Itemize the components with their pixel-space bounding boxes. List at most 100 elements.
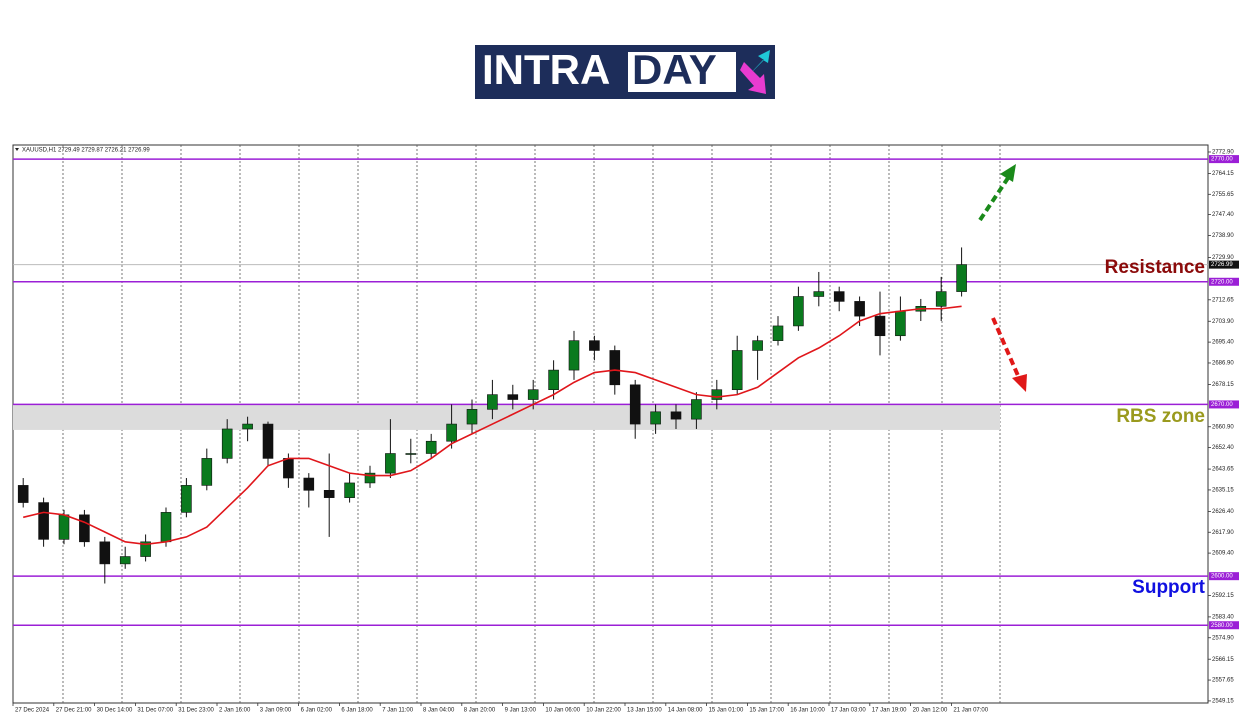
candle-body [874, 315, 886, 337]
level-label-box [1209, 400, 1239, 409]
y-tick-label: 2566.15 [1212, 657, 1234, 663]
x-tick-label: 6 Jan 02:00 [301, 708, 333, 714]
y-tick-label: 2695.40 [1212, 340, 1234, 346]
candle-body [487, 394, 498, 410]
current-price-box [1209, 260, 1239, 269]
candle-body [405, 453, 417, 455]
candle-body [813, 291, 825, 297]
logo-left: INTRA [482, 46, 610, 93]
y-tick-label: 2652.40 [1212, 445, 1234, 451]
arrow-up-head [1000, 164, 1016, 182]
candle-body [58, 514, 70, 540]
x-tick-label: 15 Jan 01:00 [709, 708, 744, 714]
annotation: Resistance [1105, 257, 1205, 278]
x-tick-label: 30 Dec 14:00 [97, 708, 133, 714]
candle-body [303, 477, 315, 491]
candle-body [425, 440, 437, 454]
candle-body [752, 340, 763, 351]
candle-body [629, 384, 641, 425]
y-tick-label: 2626.40 [1212, 509, 1234, 515]
y-tick-label: 2678.15 [1212, 382, 1234, 388]
y-tick-label: 2729.90 [1212, 255, 1234, 261]
candle-body [670, 411, 682, 420]
x-tick-label: 3 Jan 09:00 [260, 708, 292, 714]
candle-body [772, 325, 784, 341]
arrow-down-head [1012, 374, 1027, 392]
y-tick-label: 2755.65 [1212, 192, 1234, 198]
y-tick-label: 2686.90 [1212, 361, 1234, 367]
candle-body [140, 541, 151, 557]
x-tick-label: 17 Jan 03:00 [831, 708, 866, 714]
x-tick-label: 10 Jan 22:00 [586, 708, 621, 714]
candle-body [589, 340, 600, 351]
candle-body [221, 428, 233, 459]
x-tick-label: 8 Jan 04:00 [423, 708, 455, 714]
candle-body [691, 399, 702, 420]
logo: INTRA DAY [475, 45, 775, 99]
candle-body [262, 423, 274, 459]
y-tick-label: 2583.40 [1212, 614, 1234, 620]
arrow-down [991, 317, 1021, 379]
y-tick-label: 2643.65 [1212, 467, 1234, 473]
candle-body [854, 301, 865, 317]
logo-arrow-up [742, 50, 770, 82]
logo-box [628, 52, 736, 92]
level-label-box [1209, 277, 1239, 286]
candle-body [466, 409, 478, 425]
x-tick-label: 2 Jan 16:00 [219, 708, 251, 714]
candle-body [527, 389, 539, 400]
arrows [978, 164, 1027, 392]
candle-body [323, 490, 335, 498]
x-tick-label: 7 Jan 11:00 [382, 708, 414, 714]
y-tick-label: 2703.90 [1212, 319, 1234, 325]
candle-body [935, 291, 947, 307]
chart-title: XAUUSD,H1 2729.49 2729.87 2726.21 2726.9… [22, 148, 150, 154]
level-label: 2600.00 [1211, 574, 1233, 580]
level-label: 2770.00 [1211, 157, 1233, 163]
x-tick-label: 16 Jan 10:00 [790, 708, 825, 714]
plot: 2772.90 2764.15 2755.65 2747.40 2738.90 2729.… [12, 145, 1239, 714]
logo-arrow-down [740, 62, 766, 94]
annotation: RBS zone [1116, 406, 1205, 427]
x-tick-label: 15 Jan 17:00 [749, 708, 784, 714]
candle-body [507, 394, 519, 400]
candle-body [895, 310, 906, 337]
level-label: 2720.00 [1211, 279, 1233, 285]
arrow-up [978, 176, 1010, 222]
title-marker [15, 148, 19, 151]
x-tick-label: 6 Jan 18:00 [341, 708, 373, 714]
candle-body [568, 340, 580, 371]
candle-body [283, 458, 294, 479]
x-tick-label: 21 Jan 07:00 [953, 708, 988, 714]
x-tick-label: 13 Jan 15:00 [627, 708, 662, 714]
y-tick-label: 2557.65 [1212, 678, 1234, 684]
candle-body [364, 472, 376, 484]
x-tick-label: 31 Dec 07:00 [137, 708, 173, 714]
moving-average [23, 305, 962, 546]
candle-body [201, 458, 213, 486]
candle-body [793, 296, 804, 327]
y-tick-label: 2549.15 [1212, 698, 1234, 704]
x-tick-label: 31 Dec 23:00 [178, 708, 214, 714]
level-label-box [1209, 621, 1239, 630]
candle-body [79, 514, 90, 543]
candle-body [446, 423, 457, 442]
candle-body [160, 512, 172, 543]
y-tick-label: 2617.90 [1212, 530, 1234, 536]
y-tick-label: 2635.15 [1212, 488, 1234, 494]
current-price-label: 2726.99 [1211, 262, 1233, 268]
y-tick-label: 2747.40 [1212, 212, 1234, 218]
y-tick-label: 2772.90 [1212, 150, 1234, 156]
y-tick-label: 2592.15 [1212, 593, 1234, 599]
y-tick-label: 2712.65 [1212, 297, 1234, 303]
candle-body [242, 423, 253, 430]
candle-body [119, 556, 131, 565]
x-tick-label: 14 Jan 08:00 [668, 708, 703, 714]
candle-body [181, 485, 192, 513]
candle-body [38, 502, 49, 540]
candle-body [99, 541, 111, 565]
level-label: 2670.00 [1211, 402, 1233, 408]
x-tick-label: 9 Jan 13:00 [505, 708, 537, 714]
candle-body [956, 264, 967, 292]
